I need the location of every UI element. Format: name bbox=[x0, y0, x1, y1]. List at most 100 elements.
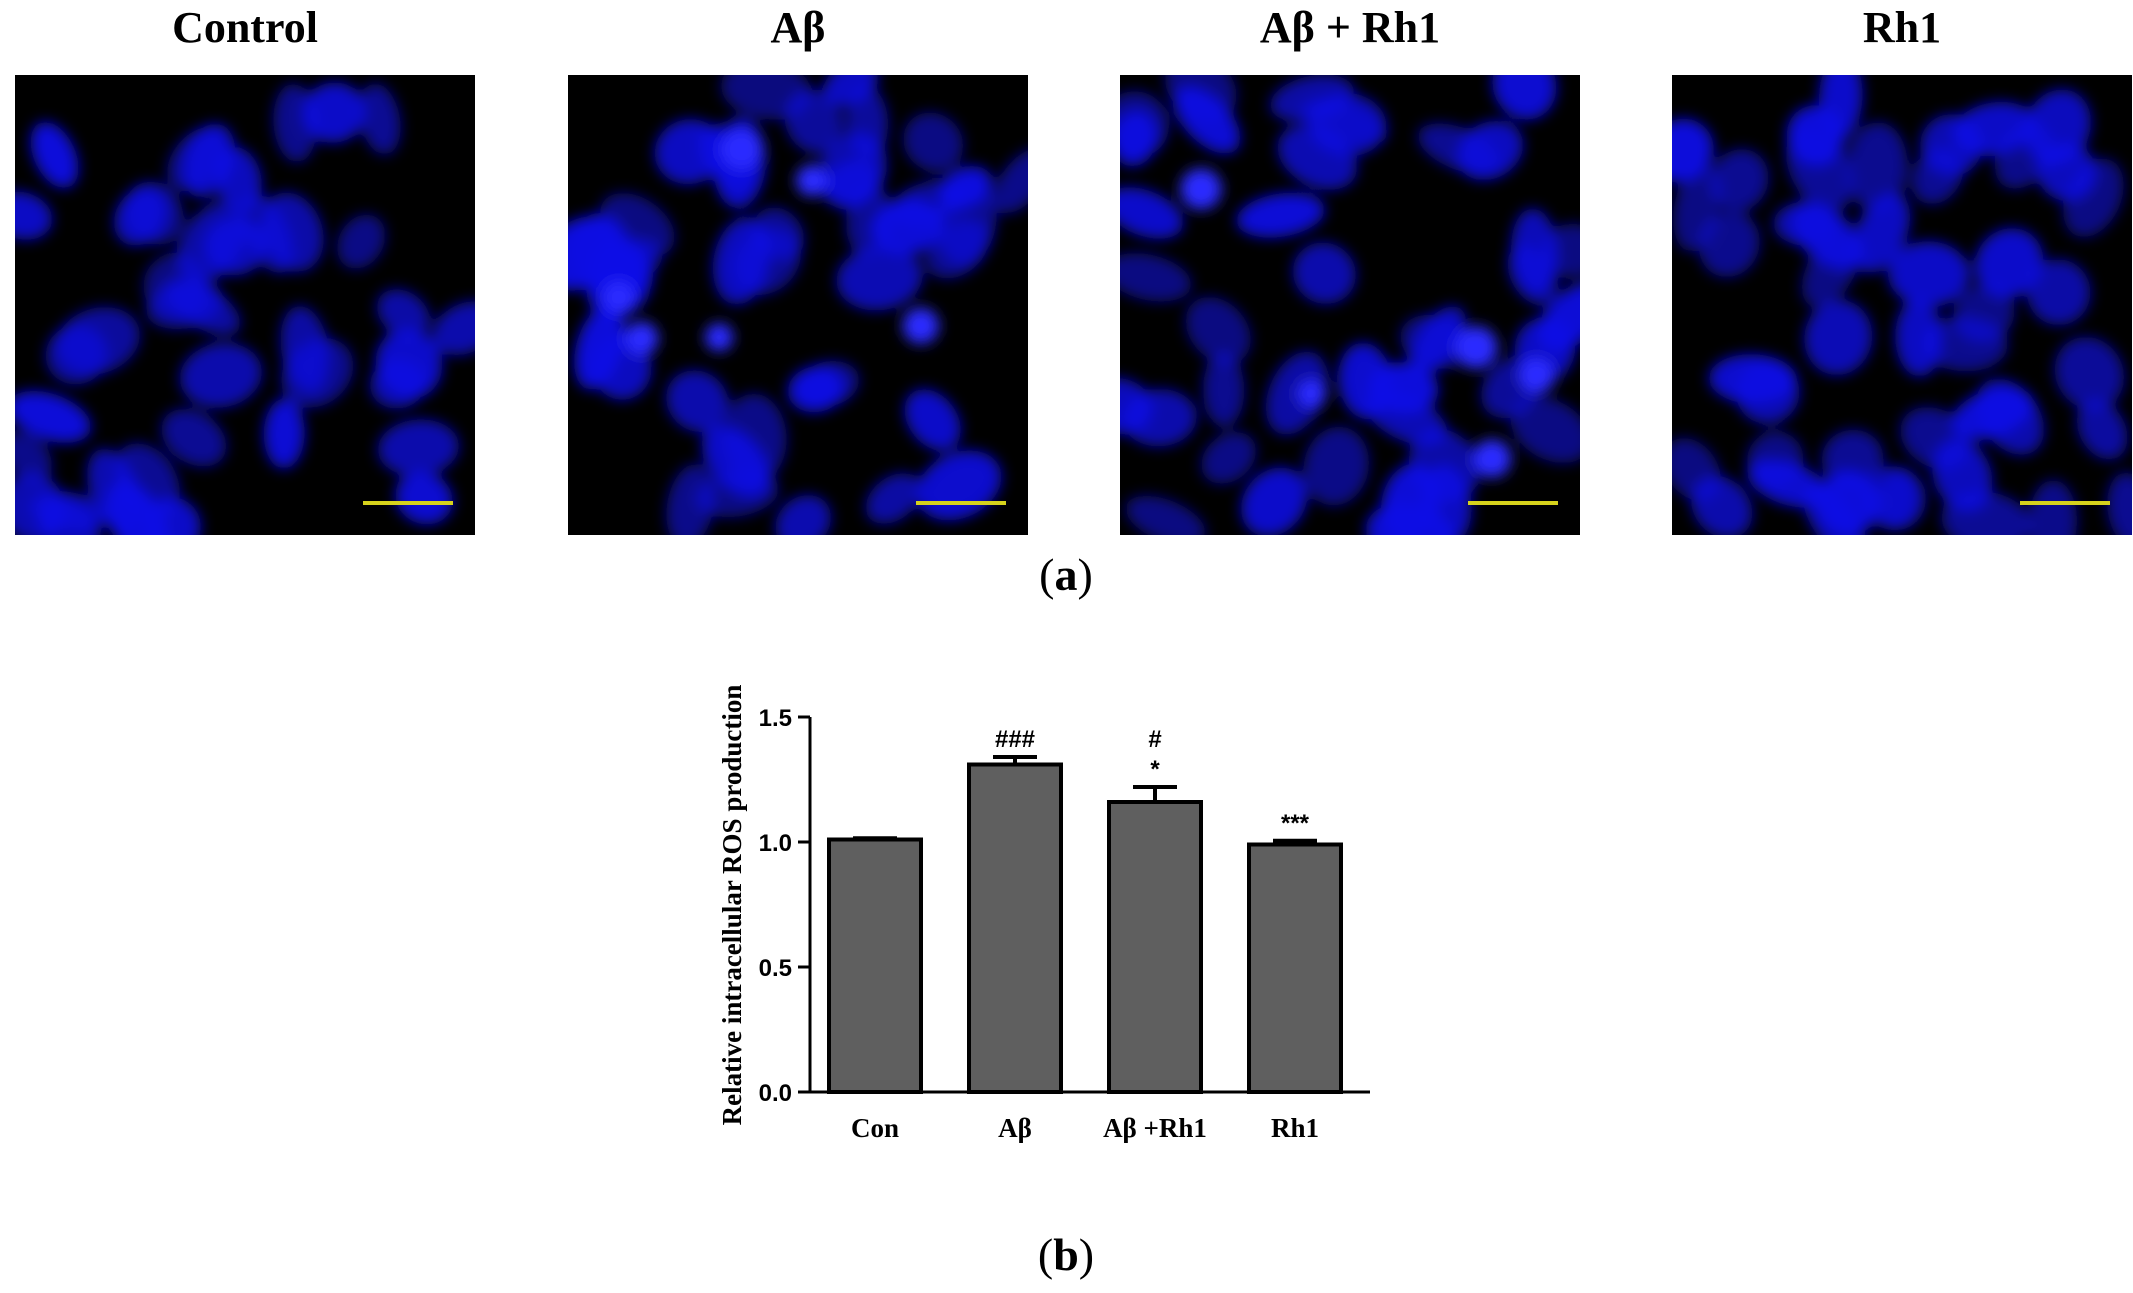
nucleus bbox=[903, 112, 964, 173]
nucleus bbox=[337, 214, 386, 269]
nucleus bbox=[1303, 426, 1370, 506]
y-axis-title: Relative intracellular ROS production bbox=[717, 685, 747, 1126]
nucleus bbox=[1821, 429, 1884, 489]
nucleus bbox=[301, 82, 366, 143]
nucleus bbox=[1507, 244, 1558, 306]
nucleus bbox=[1941, 491, 2032, 535]
nucleus bbox=[1299, 97, 1388, 147]
nucleus bbox=[569, 213, 633, 291]
nucleus bbox=[1786, 105, 1845, 167]
nucleus bbox=[1164, 75, 1237, 122]
nucleus bbox=[1888, 241, 1970, 307]
y-tick-label: 1.0 bbox=[759, 830, 792, 857]
nucleus bbox=[2028, 480, 2078, 535]
bar bbox=[827, 837, 923, 1094]
nucleus bbox=[1672, 437, 1721, 501]
nucleus bbox=[712, 217, 771, 305]
nucleus bbox=[1202, 352, 1245, 427]
nucleus bbox=[865, 473, 922, 524]
nucleus bbox=[1802, 483, 1866, 535]
nucleus bbox=[263, 398, 305, 469]
nucleus bbox=[666, 463, 715, 535]
y-tick-label: 1.5 bbox=[759, 705, 792, 732]
nucleus bbox=[1365, 502, 1456, 535]
nucleus bbox=[55, 307, 140, 375]
nucleus bbox=[30, 121, 79, 189]
micrograph-rh1-image bbox=[1672, 75, 2132, 535]
nucleus bbox=[163, 277, 241, 336]
bright-nucleus bbox=[795, 164, 828, 197]
nucleus bbox=[179, 342, 262, 408]
significance-label: # bbox=[1148, 726, 1161, 753]
nucleus bbox=[1241, 467, 1308, 535]
nucleus bbox=[1852, 192, 1911, 273]
x-tick-label: Rh1 bbox=[1271, 1113, 1319, 1143]
nucleus bbox=[241, 194, 294, 274]
x-tick-label: Con bbox=[851, 1113, 899, 1143]
x-tick-label: Aβ bbox=[998, 1113, 1032, 1143]
bright-nucleus bbox=[902, 307, 940, 345]
nucleus bbox=[1537, 282, 1580, 352]
nucleus bbox=[1201, 432, 1257, 484]
panel-title-control: Control bbox=[172, 3, 318, 52]
nucleus bbox=[114, 187, 168, 246]
nucleus bbox=[1120, 378, 1153, 435]
panel-title-rh1: Rh1 bbox=[1862, 3, 1942, 52]
bright-nucleus bbox=[1517, 357, 1556, 395]
x-tick-label: Aβ +Rh1 bbox=[1103, 1113, 1207, 1143]
nucleus bbox=[666, 370, 729, 433]
nucleus bbox=[784, 89, 844, 154]
bar bbox=[1247, 842, 1343, 1094]
nucleus bbox=[1951, 387, 2034, 440]
nucleus bbox=[376, 289, 430, 338]
nucleus bbox=[787, 366, 845, 413]
nucleus bbox=[1510, 396, 1580, 464]
bright-nucleus bbox=[1180, 168, 1222, 210]
nucleus bbox=[722, 393, 787, 483]
nucleus bbox=[891, 180, 966, 228]
nucleus bbox=[1953, 284, 2015, 343]
significance-label: ### bbox=[995, 726, 1035, 753]
nucleus bbox=[695, 470, 779, 518]
nucleus bbox=[1120, 187, 1184, 239]
bright-nucleus bbox=[602, 280, 636, 314]
bright-nucleus bbox=[704, 323, 734, 352]
significance-label: *** bbox=[1281, 810, 1310, 837]
micrograph-abeta bbox=[568, 75, 1028, 535]
nucleus bbox=[1185, 296, 1251, 364]
nucleus bbox=[2107, 472, 2132, 535]
nucleus bbox=[141, 497, 201, 535]
nucleus bbox=[1236, 192, 1325, 238]
nucleus bbox=[215, 147, 262, 214]
nucleus bbox=[823, 75, 879, 107]
bright-nucleus bbox=[1454, 325, 1498, 369]
panel-title-abeta-rh1: Aβ + Rh1 bbox=[1259, 3, 1441, 52]
bright-nucleus bbox=[720, 128, 763, 170]
nucleus bbox=[1708, 354, 1797, 405]
nucleus bbox=[836, 245, 923, 311]
micrograph-abeta-rh1 bbox=[1120, 75, 1580, 535]
nucleus bbox=[432, 301, 475, 356]
nucleus bbox=[1492, 75, 1557, 120]
nucleus bbox=[1400, 314, 1470, 369]
nucleus bbox=[775, 495, 831, 535]
nucleus bbox=[29, 490, 106, 534]
nucleus bbox=[2076, 399, 2128, 460]
nucleus bbox=[2026, 259, 2091, 326]
nucleus bbox=[1804, 299, 1873, 376]
caption-a: (a) bbox=[1039, 549, 1093, 600]
y-tick-label: 0.5 bbox=[759, 955, 792, 982]
nucleus bbox=[281, 338, 354, 408]
nucleus bbox=[1952, 101, 2036, 156]
nucleus bbox=[1974, 228, 2044, 299]
bar bbox=[967, 762, 1063, 1094]
nucleus bbox=[1456, 120, 1524, 181]
micrograph-rh1 bbox=[1672, 75, 2132, 535]
nucleus bbox=[15, 432, 53, 483]
nucleus bbox=[1698, 211, 1760, 278]
panel-title-abeta: Aβ bbox=[770, 3, 826, 52]
nucleus bbox=[15, 391, 92, 443]
nucleus bbox=[1292, 242, 1356, 304]
y-tick-label: 0.0 bbox=[759, 1080, 792, 1107]
nucleus bbox=[904, 389, 961, 451]
